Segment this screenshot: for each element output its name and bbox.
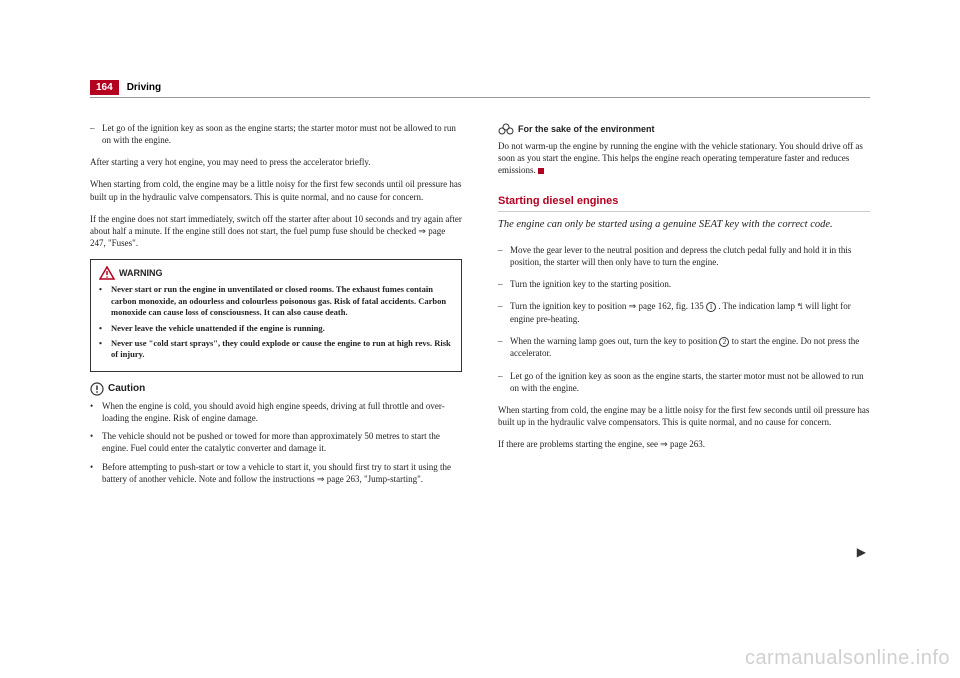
environment-heading: For the sake of the environment: [498, 122, 870, 136]
warning-triangle-icon: [99, 266, 115, 280]
step-item: – Turn the ignition key to the starting …: [498, 278, 870, 290]
step-text: Let go of the ignition key as soon as th…: [510, 370, 870, 394]
continue-arrow-icon: ▶: [857, 545, 866, 560]
bullet-icon: •: [99, 284, 111, 318]
step-item: – When the warning lamp goes out, turn t…: [498, 335, 870, 359]
left-column: – Let go of the ignition key as soon as …: [90, 122, 462, 491]
warning-label: WARNING: [119, 267, 163, 279]
step-text-part: When the warning lamp goes out, turn the…: [510, 336, 719, 346]
step-text-part: . The indication lamp: [718, 301, 797, 311]
environment-icon: [498, 122, 514, 136]
warning-box: WARNING • Never start or run the engine …: [90, 259, 462, 372]
end-mark-icon: [538, 168, 544, 174]
warning-item: • Never leave the vehicle unattended if …: [99, 323, 453, 334]
step-text: Move the gear lever to the neutral posit…: [510, 244, 870, 268]
dash-icon: –: [498, 244, 510, 268]
caution-label: Caution: [108, 382, 145, 396]
page-header: 164 Driving: [90, 80, 870, 98]
warning-heading: WARNING: [99, 266, 453, 280]
dash-icon: –: [498, 278, 510, 290]
right-column: For the sake of the environment Do not w…: [498, 122, 870, 491]
paragraph: If there are problems starting the engin…: [498, 438, 870, 450]
page-number-badge: 164: [90, 80, 119, 95]
warning-text: Never start or run the engine in unventi…: [111, 284, 453, 318]
bullet-icon: •: [99, 338, 111, 361]
environment-paragraph: Do not warm-up the engine by running the…: [498, 140, 870, 176]
step-item: – Turn the ignition key to position ⇒ pa…: [498, 300, 870, 325]
glow-plug-icon: ꔡ: [797, 302, 803, 311]
paragraph: After starting a very hot engine, you ma…: [90, 156, 462, 168]
step-item: – Move the gear lever to the neutral pos…: [498, 244, 870, 268]
sub-description: The engine can only be started using a g…: [498, 218, 870, 232]
watermark: carmanualsonline.info: [745, 647, 950, 670]
caution-text: The vehicle should not be pushed or towe…: [102, 430, 462, 454]
position-marker: 1: [706, 302, 716, 312]
dash-icon: –: [498, 300, 510, 325]
step-text: When the warning lamp goes out, turn the…: [510, 335, 870, 359]
step-text: Turn the ignition key to the starting po…: [510, 278, 870, 290]
caution-text: When the engine is cold, you should avoi…: [102, 400, 462, 424]
step-text-part: Turn the ignition key to position ⇒ page…: [510, 301, 706, 311]
page: 164 Driving – Let go of the ignition key…: [0, 0, 960, 521]
section-title: Driving: [127, 82, 161, 93]
dash-icon: –: [498, 335, 510, 359]
paragraph-text: Do not warm-up the engine by running the…: [498, 141, 863, 175]
caution-heading: Caution: [90, 382, 462, 396]
warning-item: • Never start or run the engine in unven…: [99, 284, 453, 318]
paragraph: When starting from cold, the engine may …: [498, 404, 870, 428]
caution-item: • The vehicle should not be pushed or to…: [90, 430, 462, 454]
warning-item: • Never use "cold start sprays", they co…: [99, 338, 453, 361]
warning-text: Never use "cold start sprays", they coul…: [111, 338, 453, 361]
caution-circle-icon: [90, 382, 104, 396]
caution-text: Before attempting to push-start or tow a…: [102, 461, 462, 485]
paragraph: If the engine does not start immediately…: [90, 213, 462, 249]
caution-item: • When the engine is cold, you should av…: [90, 400, 462, 424]
step-item: – Let go of the ignition key as soon as …: [498, 370, 870, 394]
bullet-icon: •: [90, 400, 102, 424]
bullet-icon: •: [90, 430, 102, 454]
step-item: – Let go of the ignition key as soon as …: [90, 122, 462, 146]
step-text: Let go of the ignition key as soon as th…: [102, 122, 462, 146]
bullet-icon: •: [99, 323, 111, 334]
position-marker: 2: [719, 337, 729, 347]
paragraph: When starting from cold, the engine may …: [90, 178, 462, 202]
warning-text: Never leave the vehicle unattended if th…: [111, 323, 325, 334]
content-columns: – Let go of the ignition key as soon as …: [90, 122, 870, 491]
step-text: Turn the ignition key to position ⇒ page…: [510, 300, 870, 325]
subheading: Starting diesel engines: [498, 194, 870, 212]
caution-item: • Before attempting to push-start or tow…: [90, 461, 462, 485]
dash-icon: –: [498, 370, 510, 394]
bullet-icon: •: [90, 461, 102, 485]
environment-label: For the sake of the environment: [518, 123, 655, 135]
dash-icon: –: [90, 122, 102, 146]
